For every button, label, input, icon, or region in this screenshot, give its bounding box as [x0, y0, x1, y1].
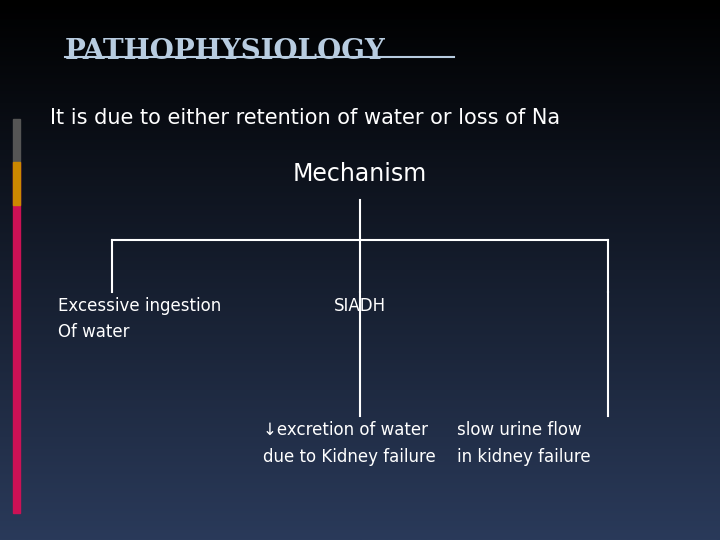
Text: Mechanism: Mechanism — [293, 162, 427, 186]
Text: PATHOPHYSIOLOGY: PATHOPHYSIOLOGY — [65, 38, 385, 65]
Text: ↓excretion of water
due to Kidney failure: ↓excretion of water due to Kidney failur… — [263, 421, 436, 465]
Bar — [13, 119, 20, 162]
Text: slow urine flow
in kidney failure: slow urine flow in kidney failure — [457, 421, 591, 465]
Text: SIADH: SIADH — [334, 297, 386, 315]
Bar — [13, 162, 20, 513]
Bar — [13, 162, 20, 205]
Text: Excessive ingestion
Of water: Excessive ingestion Of water — [58, 297, 221, 341]
Text: It is due to either retention of water or loss of Na: It is due to either retention of water o… — [50, 108, 561, 128]
